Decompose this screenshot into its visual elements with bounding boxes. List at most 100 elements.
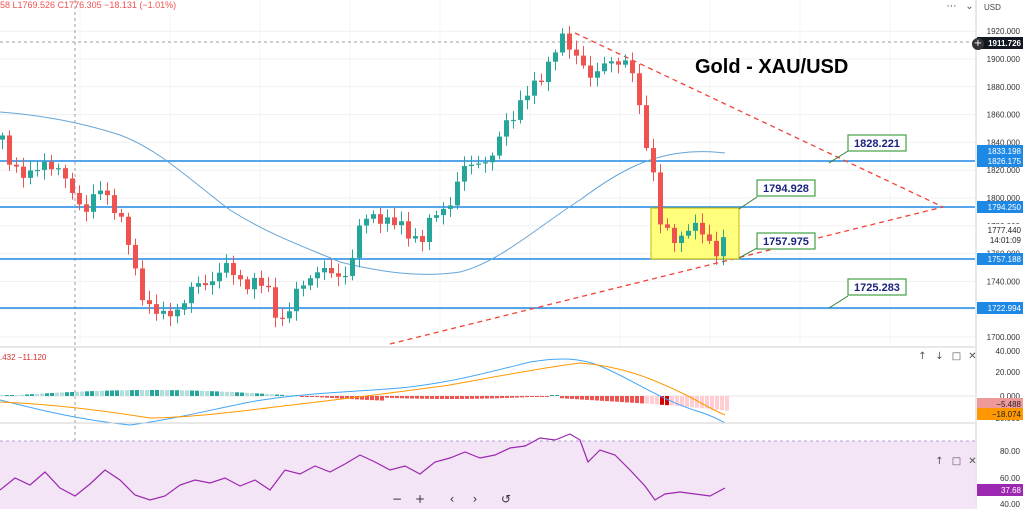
candle bbox=[378, 208, 383, 234]
macd-bar bbox=[480, 396, 484, 399]
macd-bar bbox=[510, 396, 514, 398]
macd-bar bbox=[625, 396, 629, 403]
candle bbox=[462, 156, 467, 191]
macd-bar bbox=[320, 396, 324, 398]
candle bbox=[434, 210, 439, 222]
macd-bar bbox=[195, 390, 199, 396]
macd-bar bbox=[515, 396, 519, 398]
lower-trendline[interactable] bbox=[389, 206, 944, 345]
candle bbox=[203, 274, 208, 291]
add-level-icon[interactable]: + bbox=[972, 38, 984, 50]
candle bbox=[553, 49, 558, 71]
candle bbox=[504, 113, 509, 146]
macd-bar bbox=[230, 392, 234, 396]
zoom-out-button[interactable]: − bbox=[391, 492, 403, 506]
scroll-left-button[interactable]: ‹ bbox=[449, 492, 455, 506]
macd-bar bbox=[550, 395, 554, 396]
macd-bar bbox=[640, 396, 644, 404]
candle bbox=[70, 172, 75, 200]
candle bbox=[252, 272, 257, 299]
candle bbox=[259, 270, 264, 294]
pane-up-icon[interactable]: ↑ bbox=[918, 351, 927, 362]
candle bbox=[154, 294, 159, 321]
candle bbox=[308, 275, 313, 291]
price-axis[interactable]: 1920.000 1900.000 1880.000 1860.000 1840.000… bbox=[975, 0, 1024, 509]
price-badge-label: 1757.188 bbox=[988, 255, 1022, 264]
price-badge-label: 1722.994 bbox=[988, 304, 1022, 313]
candle bbox=[595, 62, 600, 87]
candle bbox=[336, 263, 341, 287]
macd-bar bbox=[140, 390, 144, 396]
price-tick-label: 1860.000 bbox=[987, 111, 1021, 120]
macd-bar bbox=[560, 396, 564, 399]
upper-trendline[interactable] bbox=[574, 32, 944, 208]
rsi-pane[interactable] bbox=[0, 433, 975, 509]
maximize-icon[interactable]: □ bbox=[951, 456, 962, 467]
candle bbox=[175, 303, 180, 324]
reset-icon[interactable]: ↺ bbox=[500, 492, 512, 506]
macd-bar bbox=[420, 396, 424, 399]
close-icon[interactable]: ✕ bbox=[968, 351, 977, 362]
candle bbox=[665, 218, 670, 231]
candle bbox=[273, 277, 278, 328]
candle bbox=[28, 160, 33, 185]
candle bbox=[483, 156, 488, 173]
macd-bar bbox=[525, 396, 529, 398]
candle bbox=[511, 111, 516, 129]
macd-bar bbox=[0, 395, 4, 396]
macd-badge-label: −18.074 bbox=[992, 410, 1022, 419]
candle bbox=[420, 230, 425, 252]
macd-bar bbox=[255, 393, 259, 396]
macd-bar bbox=[490, 396, 494, 399]
candle bbox=[455, 172, 460, 210]
level-tag-1725[interactable]: 1725.283 bbox=[828, 278, 907, 309]
macd-bar bbox=[25, 394, 29, 396]
price-tick-label: 1920.000 bbox=[987, 27, 1021, 36]
candle bbox=[532, 71, 537, 105]
macd-bar bbox=[280, 394, 284, 396]
macd-bar bbox=[615, 396, 619, 402]
candle bbox=[399, 211, 404, 235]
candle bbox=[196, 276, 201, 294]
candle bbox=[42, 153, 47, 180]
pane-down-icon[interactable]: ↓ bbox=[935, 351, 944, 362]
macd-bar bbox=[710, 396, 714, 410]
macd-bar bbox=[425, 396, 429, 399]
settings-icon[interactable]: ⋯ bbox=[946, 1, 957, 12]
macd-bar bbox=[365, 396, 369, 400]
macd-bar bbox=[315, 396, 319, 398]
price-badge: 1757.188 bbox=[977, 253, 1023, 265]
macd-bar bbox=[530, 396, 534, 397]
macd-bar bbox=[155, 390, 159, 396]
close-icon[interactable]: ✕ bbox=[968, 456, 977, 467]
macd-bar bbox=[210, 391, 214, 396]
pane-up-icon[interactable]: ↑ bbox=[935, 456, 944, 467]
zoom-in-button[interactable]: + bbox=[414, 492, 426, 506]
macd-bar bbox=[725, 396, 729, 411]
macd-bar bbox=[535, 396, 539, 397]
scroll-right-button[interactable]: › bbox=[472, 492, 478, 506]
macd-bar bbox=[670, 396, 674, 406]
maximize-icon[interactable]: □ bbox=[951, 351, 962, 362]
macd-bar bbox=[555, 395, 559, 396]
macd-tick-label: 40.000 bbox=[996, 347, 1021, 356]
price-pane[interactable]: 1828.221 1794.928 1757.975 1725.283 Gold… bbox=[0, 0, 975, 509]
candle bbox=[266, 277, 271, 293]
macd-bar bbox=[520, 396, 524, 398]
candle bbox=[56, 163, 61, 176]
candle bbox=[707, 224, 712, 244]
rsi-tick-label: 40.00 bbox=[1000, 500, 1021, 509]
macd-pane[interactable] bbox=[0, 346, 975, 426]
macd-legend: .432 −11.120 bbox=[0, 353, 47, 362]
macd-bar bbox=[405, 396, 409, 399]
level-tag-label: 1828.221 bbox=[854, 138, 900, 150]
level-tag-1757[interactable]: 1757.975 bbox=[738, 232, 816, 259]
level-tag-1828[interactable]: 1828.221 bbox=[828, 134, 907, 164]
price-badge: 1911.726 bbox=[977, 37, 1023, 49]
candle bbox=[35, 160, 40, 177]
level-tag-1794[interactable]: 1794.928 bbox=[738, 179, 816, 210]
macd-badge-label: −5.488 bbox=[996, 400, 1021, 409]
chevron-down-icon[interactable]: ⌄ bbox=[965, 1, 974, 12]
price-badge-label: 1777.440 bbox=[988, 226, 1022, 235]
